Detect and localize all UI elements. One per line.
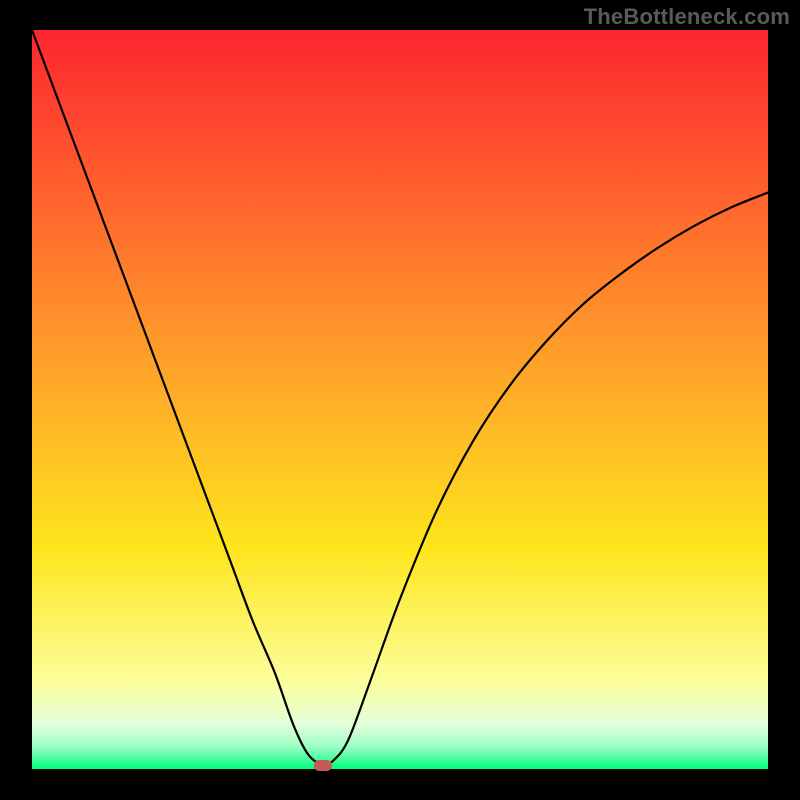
minimum-marker	[314, 760, 332, 771]
chart-line	[32, 30, 768, 769]
plot-area	[32, 30, 768, 769]
watermark-text: TheBottleneck.com	[584, 4, 790, 30]
chart-container: TheBottleneck.com	[0, 0, 800, 800]
